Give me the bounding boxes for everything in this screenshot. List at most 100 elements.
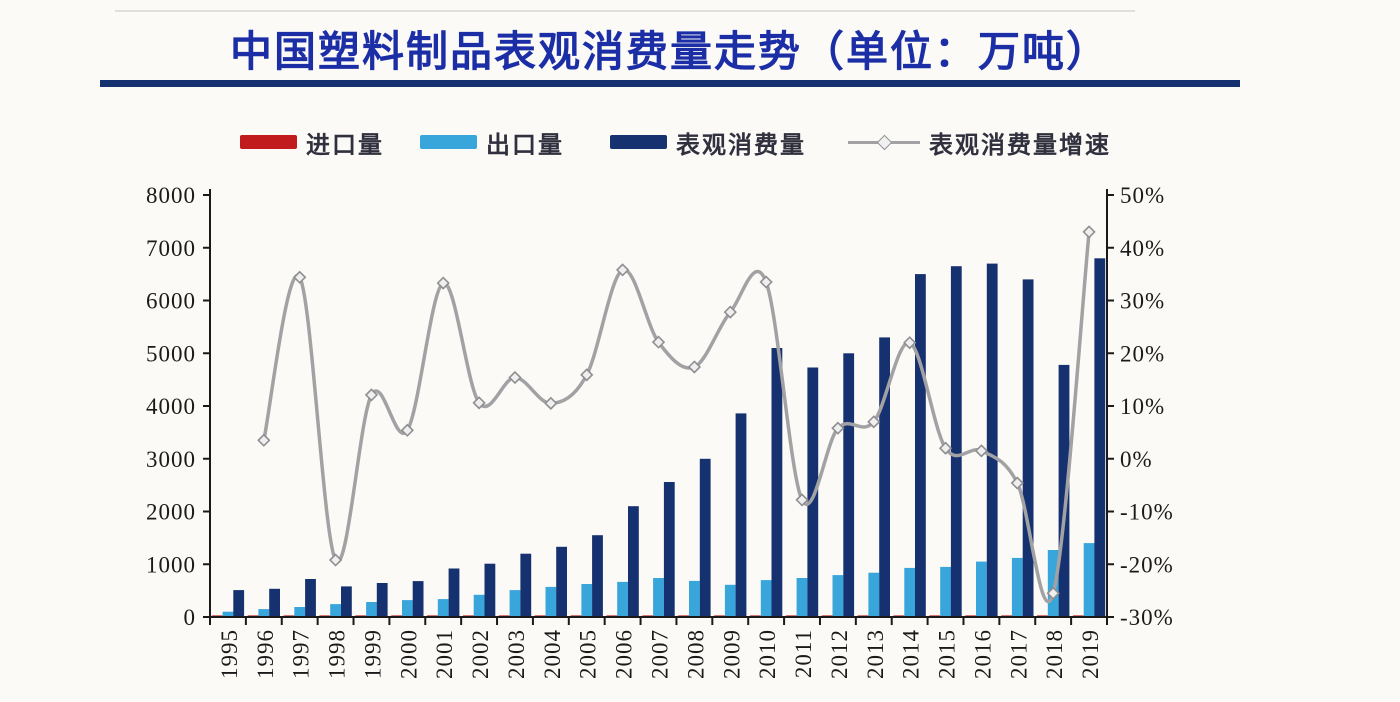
bar-consumption-2003	[520, 553, 532, 617]
x-axis-label-2017: 2017	[1006, 629, 1031, 679]
left-axis-label-4000: 4000	[146, 394, 196, 419]
x-axis-label-2011: 2011	[791, 629, 816, 678]
x-axis-label-2009: 2009	[719, 629, 744, 679]
bar-exports-1996	[258, 609, 270, 617]
bar-exports-1998	[330, 604, 341, 617]
right-axis-label-10: 10%	[1120, 394, 1165, 419]
bar-exports-2004	[545, 586, 557, 617]
title-underline	[100, 80, 1240, 87]
right-axis-label--30: -30%	[1120, 605, 1174, 630]
growth-marker-2005	[580, 368, 594, 382]
bar-consumption-1995	[233, 590, 245, 617]
bar-exports-2018	[1047, 550, 1059, 617]
bar-exports-2000	[402, 600, 413, 617]
legend-label-consumption: 表观消费量	[676, 131, 806, 159]
growth-marker-2002	[472, 396, 486, 410]
growth-marker-2013	[867, 415, 881, 429]
left-axis-label-1000: 1000	[146, 552, 196, 577]
bar-exports-2012	[832, 575, 844, 617]
x-axis-label-2018: 2018	[1042, 629, 1067, 679]
right-axis-label-30: 30%	[1120, 289, 1165, 314]
right-axis-label--20: -20%	[1120, 552, 1174, 577]
growth-marker-1996	[257, 433, 271, 447]
bar-consumption-2010	[771, 348, 783, 617]
right-axis-label-50: 50%	[1120, 183, 1165, 208]
x-axis-label-1996: 1996	[253, 629, 278, 679]
x-axis-label-2013: 2013	[863, 629, 888, 679]
growth-marker-2004	[544, 396, 558, 410]
growth-marker-1998	[328, 553, 343, 567]
x-axis-label-2010: 2010	[755, 629, 780, 679]
x-axis-label-2004: 2004	[540, 629, 565, 679]
bar-exports-2002	[473, 594, 485, 617]
growth-marker-2007	[651, 335, 666, 349]
bar-exports-2006	[617, 581, 628, 617]
consumption-swatch-icon	[610, 135, 667, 149]
x-axis-label-2012: 2012	[827, 629, 852, 679]
bar-exports-2011	[796, 578, 808, 617]
right-axis-label-40: 40%	[1120, 236, 1165, 261]
bar-exports-1995	[222, 611, 234, 617]
top-border-line	[115, 10, 1135, 12]
x-axis-label-2008: 2008	[683, 629, 708, 679]
growth-marker-2010	[759, 275, 773, 289]
bar-consumption-2002	[484, 563, 496, 617]
left-axis-label-8000: 8000	[146, 183, 196, 208]
growth-marker-2019	[1082, 225, 1096, 239]
growth-marker-2018	[1046, 586, 1060, 600]
bar-exports-2003	[509, 590, 521, 617]
bar-consumption-2005	[592, 535, 603, 617]
bar-exports-2007	[653, 578, 664, 617]
legend-item-imports: 进口量	[240, 131, 384, 159]
bar-exports-2009	[724, 584, 736, 617]
bar-consumption-1996	[269, 588, 280, 617]
growth-marker-2016	[974, 444, 989, 458]
x-axis-label-1995: 1995	[217, 629, 242, 679]
left-axis-label-6000: 6000	[146, 289, 196, 314]
x-axis-label-2003: 2003	[504, 629, 529, 679]
bar-consumption-2000	[412, 581, 424, 617]
x-axis-label-2007: 2007	[648, 629, 673, 679]
bar-consumption-2017	[1022, 279, 1034, 617]
bar-consumption-2007	[663, 482, 675, 617]
right-axis-label-0: 0%	[1120, 447, 1153, 472]
left-axis-label-0: 0	[184, 605, 197, 630]
bar-consumption-2019	[1094, 258, 1106, 617]
x-axis-label-2019: 2019	[1078, 629, 1103, 679]
left-axis-label-5000: 5000	[146, 341, 196, 366]
bar-exports-2008	[689, 580, 700, 617]
growth-marker-1997	[293, 270, 307, 284]
chart-title: 中国塑料制品表观消费量走势（单位：万吨）	[229, 28, 1110, 75]
exports-swatch-icon	[420, 135, 477, 149]
x-axis-label-2016: 2016	[970, 629, 995, 679]
bar-consumption-1998	[341, 586, 352, 617]
x-axis-label-1997: 1997	[289, 629, 314, 679]
growth-marker-2000	[400, 423, 414, 437]
bar-consumption-2004	[556, 546, 567, 617]
bar-consumption-2013	[879, 337, 890, 617]
growth-marker-2012	[831, 421, 845, 435]
x-axis-label-1999: 1999	[360, 629, 385, 679]
growth-marker-2001	[436, 276, 450, 290]
legend-label-growth: 表观消费量增速	[929, 131, 1111, 159]
bar-consumption-2009	[735, 413, 747, 617]
x-axis-label-2000: 2000	[396, 629, 421, 679]
x-axis-label-2005: 2005	[576, 629, 601, 679]
growth-marker-2014	[903, 336, 917, 350]
growth-marker-2015	[938, 441, 953, 455]
legend-item-growth: 表观消费量增速	[848, 131, 1111, 159]
bar-consumption-1999	[376, 583, 388, 617]
right-axis-label-20: 20%	[1120, 341, 1165, 366]
left-axis-label-3000: 3000	[146, 447, 196, 472]
bar-exports-2001	[437, 599, 449, 617]
bar-consumption-2014	[915, 274, 926, 617]
x-axis-label-2006: 2006	[612, 629, 637, 679]
bar-consumption-2016	[986, 263, 998, 617]
imports-swatch-icon	[240, 135, 297, 149]
bar-consumption-2011	[807, 367, 819, 617]
bar-exports-1999	[366, 602, 377, 617]
bar-consumption-2001	[448, 568, 460, 617]
left-axis-label-2000: 2000	[146, 500, 196, 525]
x-axis-label-2001: 2001	[432, 629, 457, 679]
